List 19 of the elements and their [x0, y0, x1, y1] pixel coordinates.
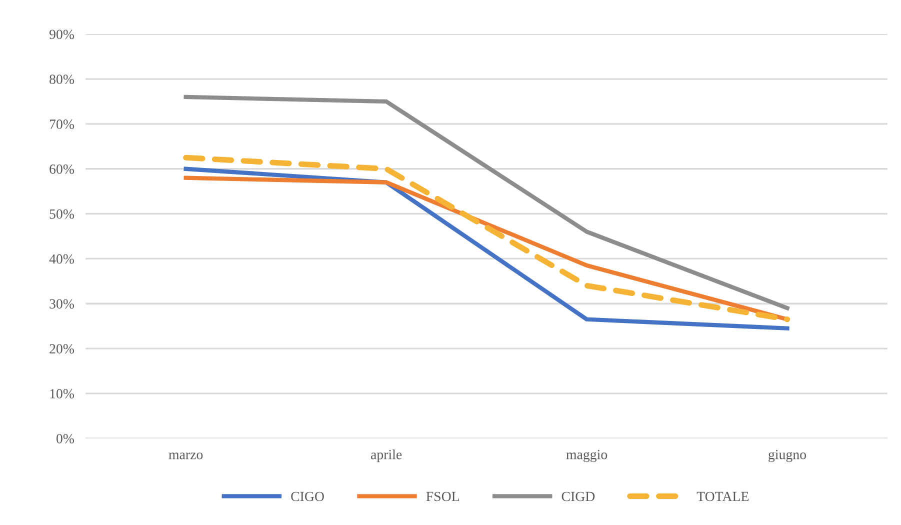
legend-label: CIGO: [291, 492, 324, 502]
y-tick-label: 10%: [50, 389, 74, 398]
x-tick-label: aprile: [370, 449, 402, 462]
legend-label: TOTALE: [696, 492, 749, 502]
legend-label: CIGD: [562, 492, 595, 502]
x-tick-label: giugno: [768, 450, 806, 462]
y-tick-label: 0%: [56, 434, 74, 444]
y-tick-label: 60%: [50, 164, 74, 174]
y-tick-label: 20%: [50, 344, 74, 354]
y-tick-label: 80%: [50, 74, 74, 84]
y-tick-label: 70%: [50, 120, 74, 129]
x-tick-label: maggio: [566, 450, 608, 462]
y-tick-label: 30%: [50, 299, 74, 309]
x-tick-label: marzo: [168, 452, 203, 460]
y-tick-label: 40%: [49, 254, 74, 264]
line-series: [184, 94, 790, 310]
legend-label: FSOL: [426, 492, 460, 502]
y-tick-label: 90%: [49, 30, 74, 40]
y-tick-label: 50%: [50, 209, 74, 219]
